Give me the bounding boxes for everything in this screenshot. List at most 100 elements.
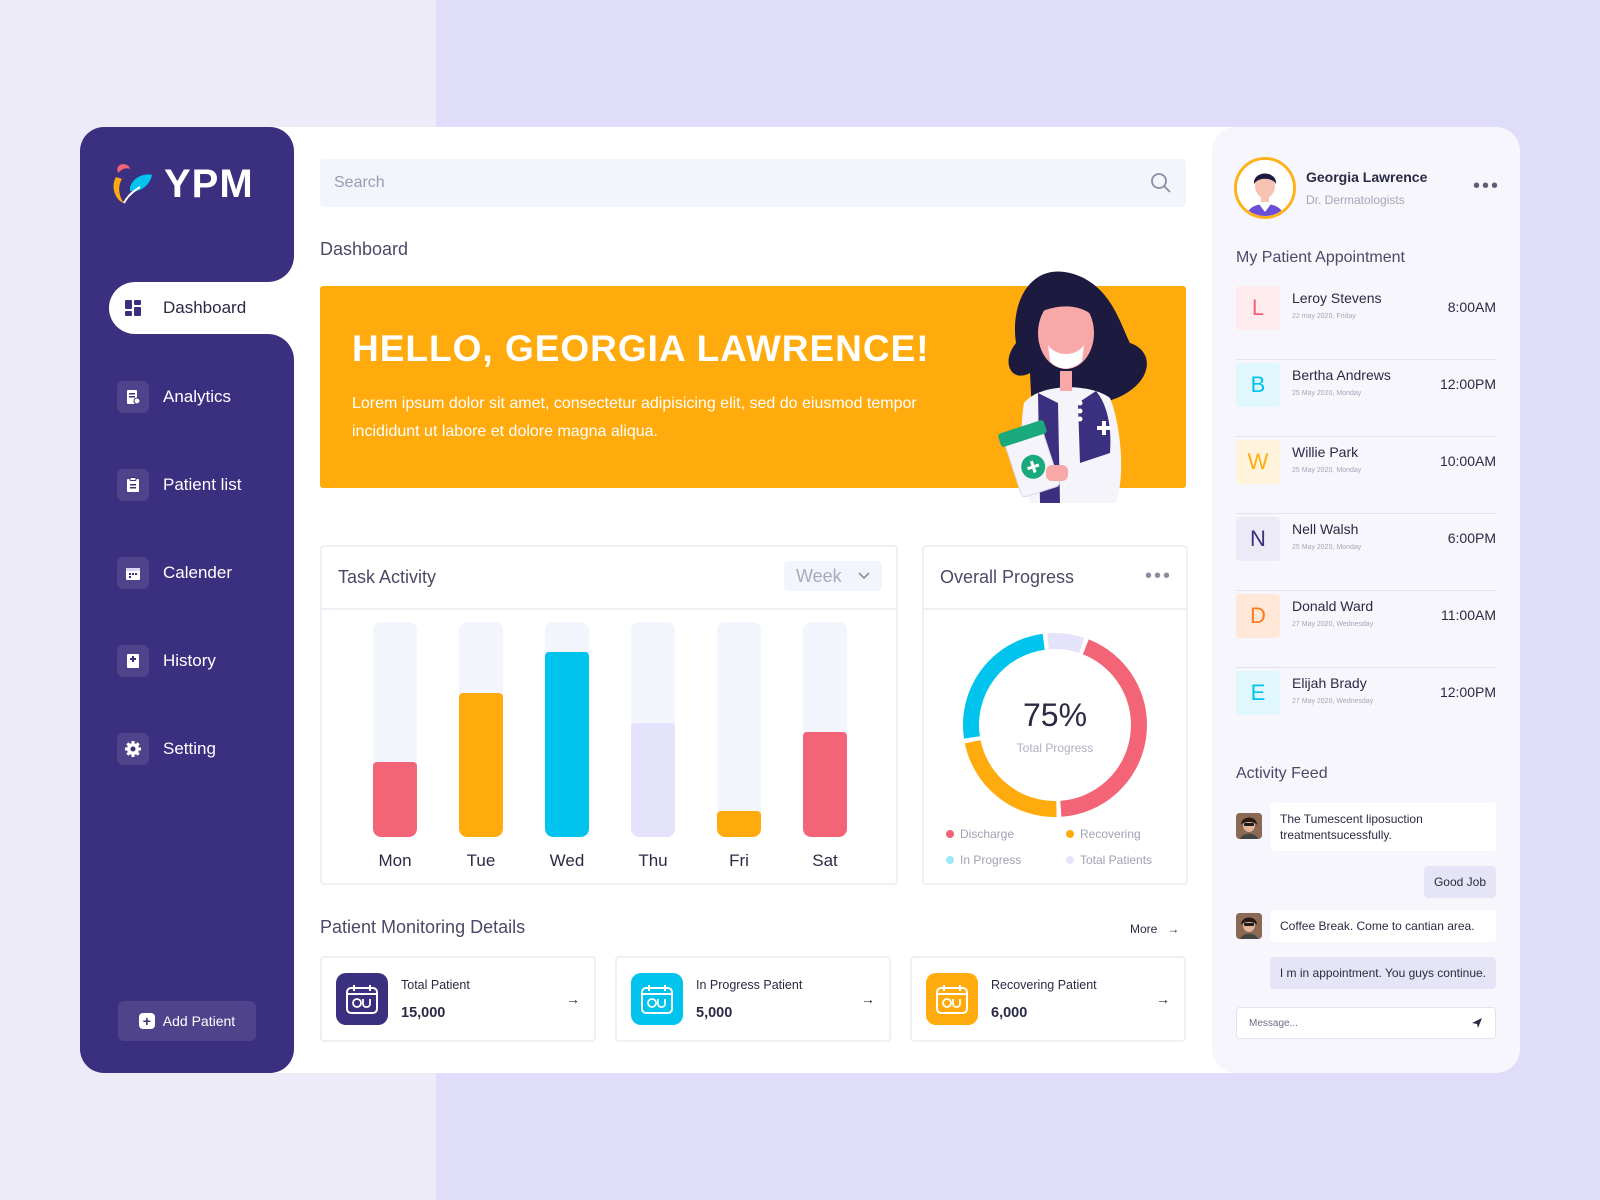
more-options-icon[interactable]: ••• [1144, 565, 1172, 587]
legend-label: Recovering [1080, 827, 1141, 841]
chevron-down-icon [858, 572, 870, 580]
sidebar-item-label: Patient list [163, 475, 242, 494]
appointment-item[interactable]: E Elijah Brady 27 May 2020, Wednesday 12:00… [1236, 668, 1496, 745]
calendar-icon [117, 557, 149, 589]
sidebar-item-setting[interactable]: Setting [109, 723, 294, 775]
active-tab-curve-top [264, 252, 294, 282]
patient-name: Nell Walsh [1292, 521, 1359, 537]
legend-total-patients: Total Patients [1066, 853, 1152, 867]
stat-value: 15,000 [401, 1005, 446, 1021]
stat-label: In Progress Patient [696, 978, 803, 992]
bar-label: Mon [378, 851, 412, 870]
stat-label: Total Patient [401, 978, 470, 992]
more-link[interactable]: More → [1130, 922, 1179, 936]
donut-segment-recovering[interactable] [964, 739, 1057, 817]
appointment-date: 25 May 2020, Monday [1292, 390, 1362, 397]
patient-initial: N [1236, 517, 1280, 561]
add-patient-label: Add Patient [162, 1013, 236, 1029]
sidebar-item-label: Dashboard [163, 298, 247, 317]
bar-track-wed [545, 622, 589, 837]
send-icon[interactable] [1471, 1017, 1483, 1029]
legend-dot [1066, 856, 1074, 864]
bar-mon[interactable] [373, 761, 417, 837]
appointment-item[interactable]: D Donald Ward 27 May 2020, Wednesday 11:00A… [1236, 591, 1496, 668]
clipboard-icon [117, 469, 149, 501]
patient-initial: L [1236, 286, 1280, 330]
bar-track-sat [803, 622, 847, 837]
profile-role: Dr. Dermatologists [1306, 193, 1405, 207]
appointment-date: 27 May 2020, Wednesday [1292, 621, 1374, 628]
sidebar-item-label: Analytics [163, 387, 232, 406]
arrow-right-icon: → [566, 991, 580, 1007]
period-value: Week [796, 565, 842, 586]
feed-message: I m in appointment. You guys continue. [1269, 957, 1496, 989]
avatar[interactable] [1234, 157, 1296, 219]
more-options-icon[interactable]: ••• [1472, 175, 1500, 197]
appointment-item[interactable]: B Bertha Andrews 25 May 2020, Monday 12:00P… [1236, 360, 1496, 437]
appointment-time: 8:00AM [1447, 299, 1496, 315]
message-input[interactable] [1249, 1017, 1471, 1029]
period-select[interactable]: Week [784, 561, 882, 591]
bar-label: Thu [638, 851, 668, 870]
message-box [1236, 1007, 1496, 1039]
legend-label: In Progress [960, 853, 1022, 867]
add-patient-button[interactable]: + Add Patient [118, 1001, 256, 1041]
search-icon[interactable] [1150, 172, 1172, 194]
progress-percent: 75% [1022, 697, 1088, 733]
profile-name: Georgia Lawrence [1306, 169, 1428, 185]
legend-dot [946, 830, 954, 838]
bar-track-mon [373, 622, 417, 837]
feed-message: Good Job [1423, 866, 1496, 898]
feed-message: The Tumescent liposuction treatmentsuces… [1270, 803, 1496, 851]
appointment-item[interactable]: N Nell Walsh 25 May 2020, Monday 6:00PM [1236, 514, 1496, 591]
sidebar-item-label: Setting [163, 739, 216, 758]
appointment-time: 6:00PM [1447, 530, 1496, 546]
sidebar-item-dashboard[interactable]: Dashboard [109, 282, 294, 334]
dashboard-icon [117, 292, 149, 324]
appointment-time: 11:00AM [1441, 607, 1496, 623]
legend-dot [946, 856, 954, 864]
avatar [1236, 813, 1262, 839]
sidebar-item-analytics[interactable]: Analytics [109, 371, 294, 423]
recovering-patient-card[interactable]: Recovering Patient 6,000 → [910, 956, 1186, 1042]
plus-icon: + [138, 1013, 155, 1029]
legend-discharge: Discharge [946, 827, 1014, 841]
appointment-time: 12:00PM [1439, 376, 1496, 392]
appointment-item[interactable]: W Willie Park 25 May 2020, Monday 10:00AM [1236, 437, 1496, 514]
search-input[interactable] [334, 174, 1150, 192]
patient-initial: D [1236, 594, 1280, 638]
total-patient-card[interactable]: Total Patient 15,000 → [320, 956, 596, 1042]
bar-sat[interactable] [803, 731, 847, 837]
sidebar-item-patient-list[interactable]: Patient list [109, 459, 294, 511]
legend-dot [1066, 830, 1074, 838]
sidebar-item-label: Calender [163, 563, 232, 582]
patient-name: Elijah Brady [1292, 675, 1367, 691]
donut-segment-total-patients[interactable] [1047, 633, 1085, 654]
patient-name: Leroy Stevens [1292, 290, 1382, 306]
bar-thu[interactable] [631, 723, 675, 837]
donut-segment-in-progress[interactable] [963, 633, 1045, 739]
patient-name: Bertha Andrews [1292, 367, 1391, 383]
leaf-logo-icon [113, 164, 152, 204]
appointments-title: My Patient Appointment [1236, 249, 1405, 266]
bar-track-tue [459, 622, 503, 837]
appointment-date: 27 May 2020, Wednesday [1292, 698, 1374, 705]
appointment-date: 25 May 2020, Monday [1292, 544, 1362, 551]
stat-value: 6,000 [991, 1005, 1028, 1021]
bar-fri[interactable] [717, 811, 761, 837]
donut-segment-discharge[interactable] [1060, 639, 1147, 817]
appointment-time: 10:00AM [1439, 453, 1496, 469]
history-icon [117, 645, 149, 677]
banner-text: Lorem ipsum dolor sit amet, consectetur … [352, 395, 917, 440]
sidebar-item-history[interactable]: History [109, 635, 294, 687]
in-progress-patient-card[interactable]: In Progress Patient 5,000 → [615, 956, 891, 1042]
more-label: More [1130, 922, 1158, 936]
bar-wed[interactable] [545, 652, 589, 837]
bar-tue[interactable] [459, 692, 503, 837]
sidebar-item-calender[interactable]: Calender [109, 547, 294, 599]
appointment-item[interactable]: L Leroy Stevens 22 may 2020, Friday 8:00AM [1236, 283, 1496, 360]
arrow-right-icon: → [1167, 922, 1180, 936]
legend-label: Discharge [960, 827, 1015, 841]
bar-track-fri [717, 622, 761, 837]
logo[interactable]: YPM [110, 161, 254, 207]
